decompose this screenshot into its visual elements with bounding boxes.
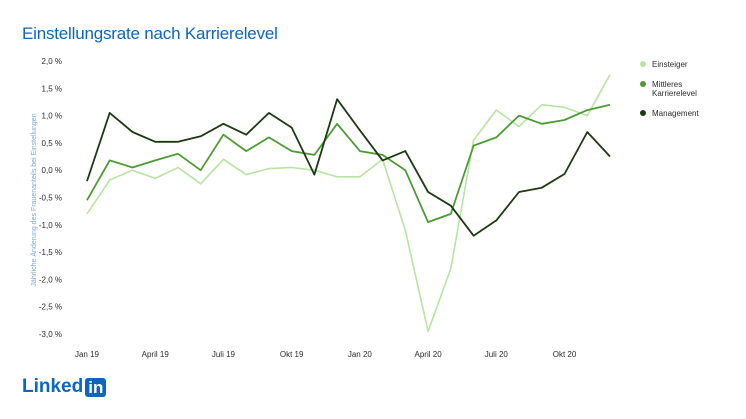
legend-label-einsteiger: Einsteiger: [652, 60, 688, 69]
series-line-management: [86, 98, 611, 237]
y-tick-label: -1,0 %: [39, 221, 62, 230]
x-tick-label: April 20: [415, 350, 443, 359]
x-tick-label: Juli 19: [212, 350, 236, 359]
y-tick-label: -2,5 %: [39, 303, 62, 312]
legend-label-management: Management: [652, 109, 699, 118]
linkedin-logo: Linked in: [22, 376, 107, 398]
y-tick-label: 2,0 %: [42, 57, 62, 66]
series-line-mittleres-karrierelevel: [86, 103, 611, 224]
legend-dot-management: [640, 110, 646, 116]
legend-item-einsteiger: Einsteiger: [640, 60, 688, 69]
x-tick-label: Jan 19: [75, 350, 100, 359]
y-tick-label: 0,5 %: [42, 139, 62, 148]
y-tick-label: -0,5 %: [39, 194, 62, 203]
legend-dot-einsteiger: [640, 61, 646, 67]
y-tick-label: -2,0 %: [39, 275, 62, 284]
y-tick-label: 1,5 %: [42, 84, 62, 93]
x-tick-label: Jan 20: [348, 350, 373, 359]
logo-text: Linked: [22, 376, 84, 397]
series-line-einsteiger: [86, 74, 611, 333]
x-tick-label: Juli 20: [485, 350, 509, 359]
legend-label-mittleres-karrierelevel: Mittleres Karrierelevel: [652, 80, 697, 98]
y-axis-label: Jährliche Änderung des Frauenanteils bei…: [30, 113, 38, 286]
y-tick-label: 1,0 %: [42, 112, 62, 121]
chart-title: Einstellungsrate nach Karrierelevel: [22, 24, 278, 43]
legend-dot-mittleres-karrierelevel: [640, 81, 646, 87]
x-tick-label: Okt 19: [280, 350, 304, 359]
x-tick-label: Okt 20: [553, 350, 577, 359]
legend-item-mittleres-karrierelevel: Mittleres Karrierelevel: [640, 80, 722, 98]
y-tick-label: -3,0 %: [39, 330, 62, 339]
y-tick-label: 0,0 %: [42, 166, 62, 175]
x-tick-label: April 19: [142, 350, 170, 359]
y-tick-label: -1,5 %: [39, 248, 62, 257]
legend-item-management: Management: [640, 109, 699, 118]
logo-badge: in: [85, 377, 107, 397]
